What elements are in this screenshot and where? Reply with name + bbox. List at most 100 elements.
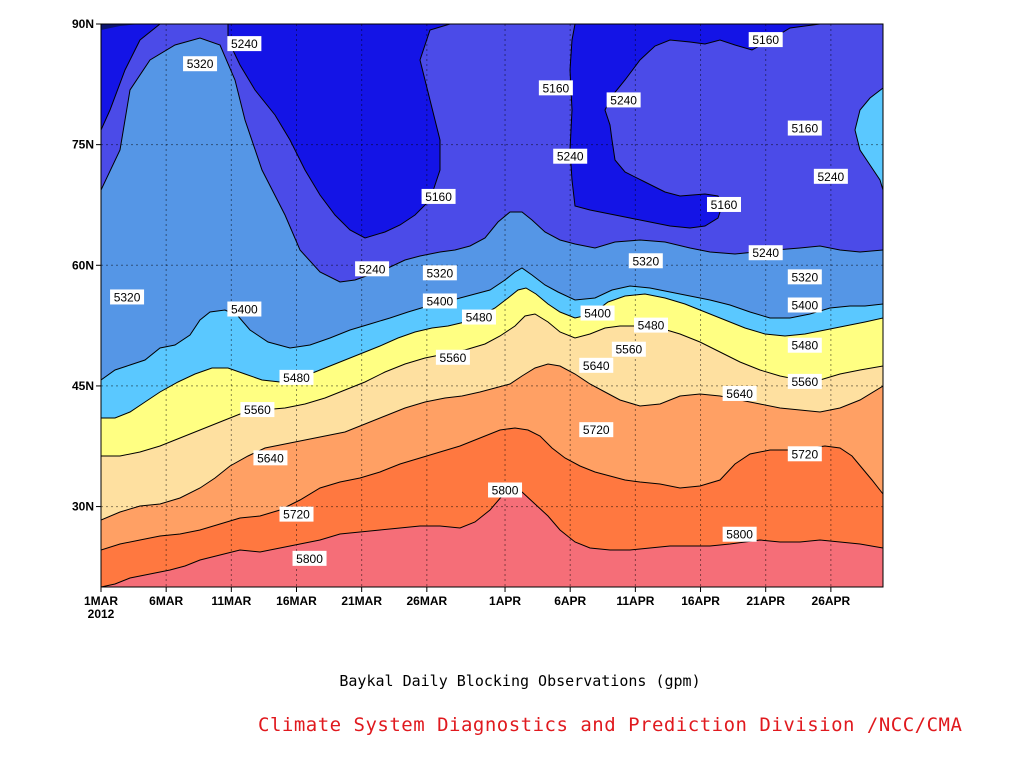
x-tick-label: 6MAR <box>149 594 183 608</box>
svg-text:5720: 5720 <box>283 508 310 522</box>
contour-lines <box>101 24 883 587</box>
contour-label-5240: 5240 <box>813 168 848 184</box>
y-tick-label: 75N <box>72 138 94 152</box>
fill-band-5640-5720 <box>101 364 883 550</box>
x-tick-label: 21APR <box>746 594 785 608</box>
fill-band-5560-5640 <box>101 314 883 520</box>
axes: 1MAR 6MAR 11MAR 16MAR 21MAR 26MAR 1APR 6APR 11AP… <box>72 17 851 621</box>
contour-label-5240: 5240 <box>227 36 262 52</box>
contour-label-5720: 5720 <box>787 446 822 462</box>
x-tick-label: 1APR <box>489 594 521 608</box>
y-tick-label: 60N <box>72 258 94 272</box>
contour-label-5560: 5560 <box>240 402 275 418</box>
svg-text:5240: 5240 <box>818 170 845 184</box>
svg-text:5560: 5560 <box>440 351 467 365</box>
x-tick-label: 16APR <box>681 594 720 608</box>
svg-text:5240: 5240 <box>359 262 386 276</box>
svg-text:5160: 5160 <box>711 198 738 212</box>
contour-label-5160: 5160 <box>538 80 573 96</box>
svg-text:5720: 5720 <box>583 423 610 437</box>
svg-text:5240: 5240 <box>557 150 584 164</box>
svg-text:5800: 5800 <box>492 483 519 497</box>
contour-label-5160: 5160 <box>748 32 783 48</box>
svg-text:5640: 5640 <box>726 387 753 401</box>
contour-label-5160: 5160 <box>706 196 741 212</box>
contour-label-5160: 5160 <box>787 120 822 136</box>
contour-label-5560: 5560 <box>787 373 822 389</box>
contour-label-5400: 5400 <box>422 293 457 309</box>
x-year-label: 2012 <box>88 607 115 621</box>
contour-label-5800: 5800 <box>292 550 327 566</box>
x-tick-label: 11APR <box>616 594 654 608</box>
contour-label-5720: 5720 <box>279 506 314 522</box>
fill-band-5320-5400 <box>101 38 883 380</box>
contour-label-5240: 5240 <box>553 148 588 164</box>
contour-label-5240: 5240 <box>606 92 641 108</box>
contour-label-5480: 5480 <box>279 369 314 385</box>
contour-label-5640: 5640 <box>722 385 757 401</box>
svg-text:5480: 5480 <box>791 339 818 353</box>
y-tick-label: 30N <box>72 500 94 514</box>
svg-text:5160: 5160 <box>425 190 452 204</box>
svg-text:5320: 5320 <box>187 57 214 71</box>
svg-text:5640: 5640 <box>583 359 610 373</box>
contour-label-5160: 5160 <box>421 188 456 204</box>
contour-label-5320: 5320 <box>787 269 822 285</box>
svg-text:5720: 5720 <box>791 447 818 461</box>
chart-title: Baykal Daily Blocking Observations (gpm) <box>339 672 701 690</box>
contour-label-5400: 5400 <box>580 305 615 321</box>
x-tick-label: 26MAR <box>406 594 447 608</box>
x-tick-label: 6APR <box>554 594 586 608</box>
contour-label-5320: 5320 <box>110 289 145 305</box>
svg-text:5480: 5480 <box>283 371 310 385</box>
grid-lines <box>101 24 883 587</box>
svg-text:5800: 5800 <box>296 552 323 566</box>
svg-text:5320: 5320 <box>791 270 818 284</box>
contour-label-5560: 5560 <box>611 341 646 357</box>
contour-labels: 5240 5320 5160 5240 5320 5400 5320 5400 5480 5160… <box>110 32 848 566</box>
contour-label-5480: 5480 <box>461 309 496 325</box>
svg-text:5400: 5400 <box>791 299 818 313</box>
fill-band-5160-5240 <box>101 24 883 238</box>
svg-text:5160: 5160 <box>752 33 779 47</box>
contour-label-5480: 5480 <box>634 317 669 333</box>
svg-text:5480: 5480 <box>638 319 665 333</box>
svg-text:5320: 5320 <box>427 266 454 280</box>
contour-label-5800: 5800 <box>488 482 523 498</box>
svg-text:5400: 5400 <box>427 294 454 308</box>
svg-text:5160: 5160 <box>791 122 818 136</box>
contour-label-5640: 5640 <box>253 450 288 466</box>
svg-text:5400: 5400 <box>231 303 258 317</box>
contour-label-5320: 5320 <box>183 56 218 72</box>
y-tick-label: 45N <box>72 379 94 393</box>
chart-credit: Climate System Diagnostics and Predictio… <box>258 714 963 736</box>
contour-label-5240: 5240 <box>355 261 390 277</box>
svg-text:5320: 5320 <box>632 254 659 268</box>
plot-frame <box>100 23 884 588</box>
contour-label-5400: 5400 <box>787 297 822 313</box>
svg-text:5240: 5240 <box>752 246 779 260</box>
x-tick-label: 11MAR <box>211 594 251 608</box>
contour-label-5800: 5800 <box>722 526 757 542</box>
svg-text:5240: 5240 <box>231 37 258 51</box>
contour-label-5240: 5240 <box>748 245 783 261</box>
svg-text:5560: 5560 <box>791 375 818 389</box>
svg-text:5320: 5320 <box>114 290 141 304</box>
contour-label-5320: 5320 <box>628 253 663 269</box>
svg-text:5400: 5400 <box>584 307 611 321</box>
svg-text:5240: 5240 <box>610 93 637 107</box>
contour-label-5720: 5720 <box>579 422 614 438</box>
x-tick-label: 16MAR <box>276 594 317 608</box>
fill-band-5480-5560 <box>101 288 883 456</box>
contour-label-5320: 5320 <box>422 265 457 281</box>
contour-label-5560: 5560 <box>435 349 470 365</box>
y-tick-label: 90N <box>72 17 94 31</box>
svg-text:5160: 5160 <box>543 81 570 95</box>
x-tick-label: 26APR <box>812 594 851 608</box>
contour-label-5480: 5480 <box>787 337 822 353</box>
x-tick-label: 21MAR <box>341 594 382 608</box>
fill-band-5240-5320 <box>101 24 883 282</box>
svg-text:5640: 5640 <box>257 451 284 465</box>
contour-label-5400: 5400 <box>227 301 262 317</box>
